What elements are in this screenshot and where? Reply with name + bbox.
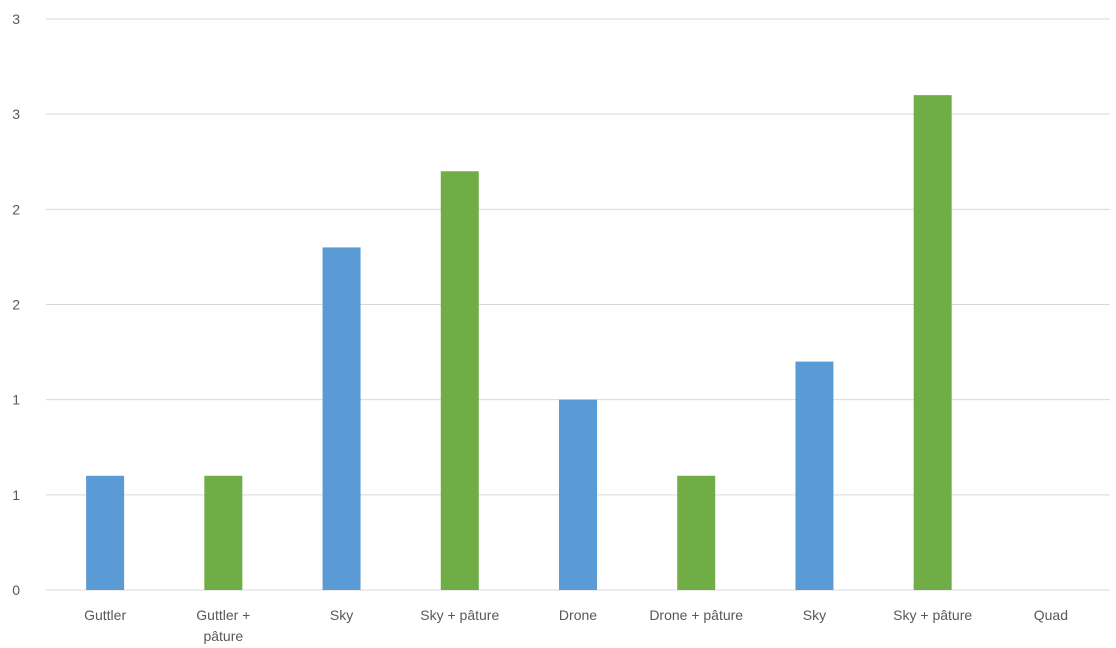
x-tick-label: Drone + pâture [649,607,743,623]
bar [795,361,834,590]
y-tick-label: 2 [12,201,20,217]
x-axis: Guttler Guttler + pâture Sky Sky + pâture Dro… [84,607,1068,644]
y-axis: 0 1 1 2 2 3 3 [12,11,20,598]
x-tick-label: Drone [559,607,597,623]
y-tick-label: 3 [12,11,20,27]
bar [913,95,952,590]
bar [86,475,125,590]
x-tick-label: Guttler + pâture [196,607,250,644]
x-tick-label: Sky [330,607,353,623]
bar [677,475,716,590]
x-tick-label: Quad [1034,607,1068,623]
x-tick-label: Guttler [84,607,126,623]
y-tick-label: 1 [12,392,20,408]
bars [86,95,952,590]
bar [322,247,361,590]
y-tick-label: 3 [12,106,20,122]
x-tick-label: Sky + pâture [893,607,972,623]
bar [559,399,597,590]
bar [440,171,479,590]
y-tick-label: 2 [12,297,20,313]
y-tick-label: 1 [12,487,20,503]
x-tick-label: Sky + pâture [420,607,499,623]
y-tick-label: 0 [12,582,20,598]
bar [204,475,243,590]
x-tick-label: Sky [803,607,826,623]
